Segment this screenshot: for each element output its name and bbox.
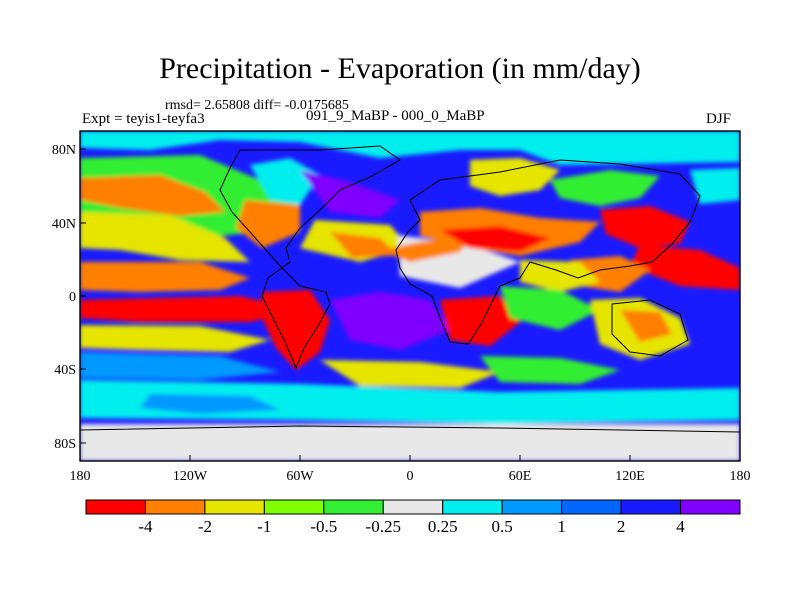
n-america-cyan [250, 158, 320, 205]
s-atlantic-violet [330, 292, 450, 350]
middle-east-red [440, 226, 550, 252]
ne-pacific-cyan [690, 168, 740, 204]
colorbar-label: 2 [617, 517, 626, 536]
lat-tick-label: 0 [69, 290, 76, 305]
east-asia-green [550, 170, 660, 206]
colorbar [85, 499, 741, 515]
siberia-yellow [470, 158, 560, 196]
antarctica-grey [80, 424, 740, 461]
southern-ocean-cyan [80, 380, 740, 424]
map-title: Precipitation - Evaporation (in mm/day) [159, 52, 641, 85]
colorbar-swatch [144, 499, 206, 515]
w-pacific-red [630, 245, 740, 290]
colorbar-swatch [680, 499, 741, 515]
colorbar-label: 4 [676, 517, 685, 536]
colorbar-label: -0.5 [310, 517, 337, 536]
colorbar-swatch [442, 499, 503, 515]
s-africa-red [440, 296, 520, 346]
arabian-yellow [520, 260, 600, 292]
lon-tick-label: 60W [286, 469, 314, 484]
lat-tick-label: 40N [52, 217, 76, 232]
eq-pacific-dry [80, 296, 300, 322]
coastline [80, 145, 740, 433]
lon-tick-label: 120E [615, 469, 645, 484]
s-indian-green [480, 356, 620, 384]
e-pacific-orange [80, 262, 250, 292]
colorbar-label: -4 [138, 517, 153, 536]
s-atlantic-yellow [320, 360, 500, 388]
season-label: DJF [706, 111, 732, 127]
china-red [600, 206, 690, 248]
colorbar-label: 1 [557, 517, 566, 536]
n-pacific-orange [80, 175, 225, 216]
colorbar-swatch [620, 499, 682, 515]
colorbar-swatch [501, 499, 563, 515]
colorbar-swatch [204, 499, 265, 515]
colorbar-swatch [561, 499, 622, 515]
australia-orange [620, 310, 672, 342]
s-america-red [262, 290, 330, 370]
colorbar-swatch [263, 499, 325, 515]
colorbar-swatch [323, 499, 384, 515]
us-orange [236, 200, 300, 248]
colorbar-labels: -4 -2 -1 -0.5 -0.25 0.25 0.5 1 2 4 [138, 517, 685, 536]
ne-pacific-yellow [80, 212, 250, 262]
arctic-cyan-band [80, 131, 740, 165]
comparison-label: 091_9_MaBP - 000_0_MaBP [306, 108, 485, 124]
stats-line: rmsd= 2.65808 diff= -0.0175685 [165, 98, 349, 113]
s-pacific-yellow [80, 325, 270, 352]
lat-tick-label: 40S [54, 363, 76, 378]
precip-evap-field [80, 131, 740, 461]
n-atlantic-violet [300, 170, 400, 218]
atlantic-orange [330, 232, 398, 258]
lon-tick-label: 0 [407, 469, 414, 484]
colorbar-swatch [382, 499, 444, 515]
colorbar-label: 0.25 [428, 517, 458, 536]
colorbar-label: -1 [257, 517, 271, 536]
colorbar-label: -0.25 [366, 517, 401, 536]
experiment-label: Expt = teyis1-teyfa3 [82, 111, 205, 127]
lon-tick-label: 180 [70, 469, 91, 484]
southern-ocean-blue [140, 394, 280, 414]
colorbar-label: 0.5 [492, 517, 513, 536]
tick-marks [79, 148, 741, 461]
lon-tick-label: 120W [173, 469, 208, 484]
s-pacific-blue [80, 352, 280, 380]
indian-ocean-green [500, 286, 600, 330]
lon-tick-label: 60E [509, 469, 532, 484]
lon-tick-label: 180 [730, 469, 751, 484]
lat-tick-label: 80N [52, 143, 76, 158]
colorbar-swatch [85, 499, 146, 515]
lat-tick-label: 80S [54, 437, 76, 452]
colorbar-label: -2 [198, 517, 212, 536]
